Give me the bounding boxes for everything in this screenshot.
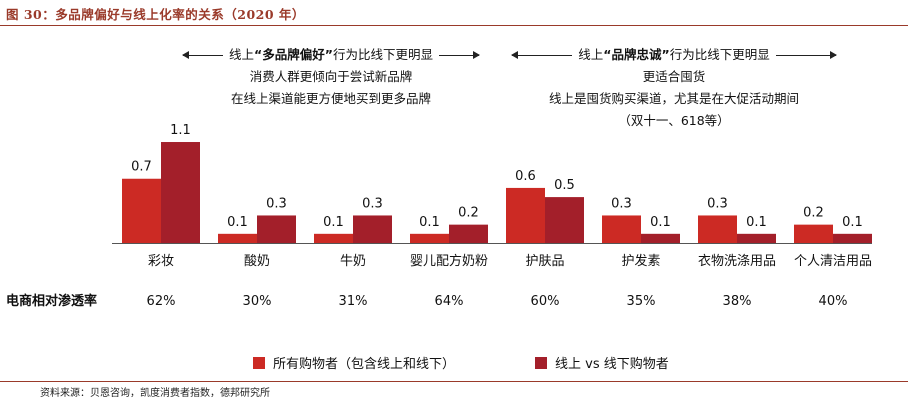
category-label: 衣物洗涤用品 [698, 253, 776, 269]
right-annotation-line: 线上是囤货购买渠道，尤其是在大促活动期间 [548, 91, 799, 106]
right-head-suffix: 行为比线下更明显 [669, 47, 770, 62]
penetration-value: 30% [243, 294, 272, 309]
bar-online-vs-offline [257, 215, 296, 243]
figure-title: 图 30：多品牌偏好与线上化率的关系（2020 年） [6, 7, 305, 22]
penetration-value: 38% [723, 294, 752, 309]
legend-item-online-vs-offline: 线上 vs 线下购物者 [535, 353, 669, 372]
penetration-value: 35% [627, 294, 656, 309]
left-head-prefix: 线上 [229, 47, 255, 62]
bar-online-vs-offline [353, 215, 392, 243]
data-label: 0.3 [362, 196, 383, 211]
bar-all-shoppers [410, 233, 449, 243]
data-label: 1.1 [170, 123, 191, 138]
bar-all-shoppers [506, 187, 545, 243]
left-annotation-line: 消费人群更倾向于尝试新品牌 [249, 69, 413, 84]
right-head-prefix: 线上 [578, 47, 604, 62]
bar-online-vs-offline [545, 197, 584, 243]
data-label: 0.1 [842, 215, 863, 230]
penetration-value: 60% [531, 294, 560, 309]
bar-online-vs-offline [641, 233, 680, 243]
bar-all-shoppers [602, 215, 641, 243]
bar-online-vs-offline [833, 233, 872, 243]
right-annotation-line: 更适合囤货 [642, 69, 706, 84]
source-note: 资料来源：贝恩咨询，凯度消费者指数，德邦研究所 [40, 388, 270, 399]
data-label: 0.7 [131, 160, 152, 175]
category-label: 婴儿配方奶粉 [410, 253, 488, 269]
category-label: 酸奶 [244, 254, 270, 269]
left-head-suffix: 行为比线下更明显 [332, 47, 433, 62]
data-label: 0.1 [323, 215, 344, 230]
bar-online-vs-offline [449, 224, 488, 243]
left-head-emphasis: “多品牌偏好” [254, 47, 333, 62]
right-annotation-header: 线上“品牌忠诚”行为比线下更明显 [511, 44, 837, 66]
bar-all-shoppers [122, 178, 161, 243]
penetration-value: 62% [147, 294, 176, 309]
data-label: 0.1 [227, 215, 248, 230]
data-label: 0.1 [650, 215, 671, 230]
data-label: 0.3 [266, 196, 287, 211]
bottom-rule [0, 381, 908, 382]
legend-swatch [535, 356, 548, 369]
data-label: 0.1 [419, 215, 440, 230]
data-label: 0.2 [458, 206, 479, 221]
bar-online-vs-offline [737, 233, 776, 243]
data-label: 0.3 [707, 196, 728, 211]
legend-label: 线上 vs 线下购物者 [555, 357, 669, 372]
data-label: 0.3 [611, 196, 632, 211]
bar-all-shoppers [218, 233, 257, 243]
category-label: 彩妆 [148, 254, 174, 269]
penetration-value: 40% [819, 294, 848, 309]
bar-all-shoppers [698, 215, 737, 243]
penetration-title: 电商相对渗透率 [6, 293, 97, 309]
legend-swatch [253, 356, 265, 369]
bar-online-vs-offline [161, 142, 200, 243]
right-annotation-line: （双十一、618等） [618, 113, 730, 128]
category-label: 护发素 [621, 253, 660, 269]
left-annotation-header: 线上“多品牌偏好”行为比线下更明显 [182, 44, 480, 66]
legend-item-all-shoppers: 所有购物者（包含线上和线下） [253, 353, 455, 372]
category-label: 护肤品 [525, 254, 564, 269]
top-rule [0, 25, 908, 26]
right-annotation: 线上“品牌忠诚”行为比线下更明显 更适合囤货 线上是囤货购买渠道，尤其是在大促活… [511, 44, 837, 132]
penetration-value: 64% [435, 294, 464, 309]
legend: 所有购物者（包含线上和线下） 线上 vs 线下购物者 [253, 353, 669, 372]
data-label: 0.6 [515, 169, 536, 184]
data-label: 0.5 [554, 178, 575, 193]
penetration-value: 31% [339, 294, 368, 309]
bar-all-shoppers [794, 224, 833, 243]
data-label: 0.2 [803, 206, 824, 221]
right-head-emphasis: “品牌忠诚” [603, 47, 670, 62]
left-annotation-line: 在线上渠道能更方便地买到更多品牌 [230, 91, 431, 106]
category-label: 牛奶 [340, 254, 366, 269]
legend-label: 所有购物者（包含线上和线下） [273, 357, 456, 372]
category-label: 个人清洁用品 [794, 254, 872, 269]
left-annotation: 线上“多品牌偏好”行为比线下更明显 消费人群更倾向于尝试新品牌 在线上渠道能更方… [182, 44, 480, 110]
bar-all-shoppers [314, 233, 353, 243]
data-label: 0.1 [746, 215, 767, 230]
